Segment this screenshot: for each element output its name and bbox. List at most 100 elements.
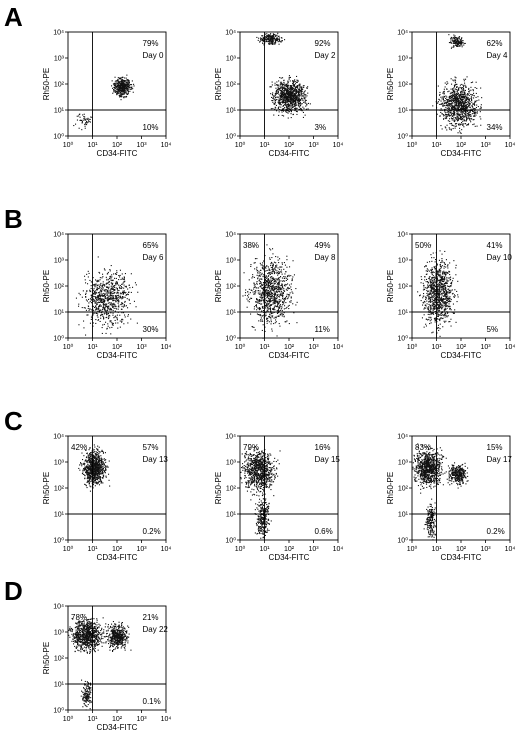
data-point — [111, 276, 112, 277]
data-point — [453, 117, 454, 118]
data-point — [110, 333, 111, 334]
data-point — [255, 258, 256, 259]
y-tick-label: 10⁴ — [53, 232, 64, 239]
data-point — [450, 319, 451, 320]
data-point — [120, 83, 121, 84]
data-point — [258, 40, 259, 41]
data-point — [97, 281, 98, 282]
data-point — [304, 91, 305, 92]
data-point — [260, 263, 261, 264]
data-point — [272, 290, 273, 291]
data-point — [101, 277, 102, 278]
data-point — [446, 277, 447, 278]
data-point — [248, 297, 249, 298]
data-point — [278, 278, 279, 279]
x-tick-label: 10² — [112, 142, 123, 149]
data-point — [269, 273, 270, 274]
data-point — [266, 287, 267, 288]
data-point — [471, 116, 472, 117]
data-point — [113, 317, 114, 318]
data-point — [260, 283, 261, 284]
data-point — [429, 277, 430, 278]
data-point — [91, 295, 92, 296]
data-point — [453, 113, 454, 114]
data-point — [137, 323, 138, 324]
data-point — [445, 83, 446, 84]
data-point — [95, 309, 96, 310]
x-tick-label: 10² — [112, 344, 123, 351]
data-point — [113, 298, 114, 299]
data-point — [114, 287, 115, 288]
data-point — [261, 282, 262, 283]
data-point — [118, 89, 119, 90]
data-point — [275, 297, 276, 298]
data-point — [475, 126, 476, 127]
data-point — [257, 299, 258, 300]
data-point — [260, 270, 261, 271]
data-point — [465, 109, 466, 110]
data-point — [117, 282, 118, 283]
panel-letter-c: C — [4, 408, 23, 434]
data-point — [281, 83, 282, 84]
data-point — [456, 41, 457, 42]
data-point — [124, 304, 125, 305]
data-point — [260, 315, 261, 316]
data-point — [456, 119, 457, 120]
data-point — [446, 129, 447, 130]
data-point — [440, 275, 441, 276]
data-point — [462, 101, 463, 102]
data-point — [270, 259, 271, 260]
data-point — [449, 129, 450, 130]
data-point — [258, 303, 259, 304]
data-point — [122, 83, 123, 84]
data-point — [292, 291, 293, 292]
data-point — [298, 104, 299, 105]
data-point — [115, 77, 116, 78]
data-point — [290, 106, 291, 107]
data-point — [104, 286, 105, 287]
data-point — [83, 321, 84, 322]
data-point — [269, 270, 270, 271]
data-point — [261, 315, 262, 316]
data-point — [456, 111, 457, 112]
data-point — [277, 310, 278, 311]
data-point — [280, 285, 281, 286]
data-point — [451, 48, 452, 49]
data-point — [435, 302, 436, 303]
data-point — [126, 295, 127, 296]
data-point — [108, 306, 109, 307]
data-point — [265, 280, 266, 281]
data-point — [450, 97, 451, 98]
data-point — [122, 82, 123, 83]
data-point — [97, 317, 98, 318]
data-point — [255, 301, 256, 302]
data-point — [445, 267, 446, 268]
data-point — [89, 308, 90, 309]
data-point — [255, 286, 256, 287]
data-point — [444, 274, 445, 275]
data-point — [452, 289, 453, 290]
data-point — [261, 300, 262, 301]
data-point — [249, 299, 250, 300]
data-point — [274, 303, 275, 304]
data-point — [122, 94, 123, 95]
data-point — [467, 104, 468, 105]
data-point — [458, 124, 459, 125]
data-point — [430, 280, 431, 281]
data-point — [115, 316, 116, 317]
data-point — [111, 327, 112, 328]
data-point — [115, 301, 116, 302]
data-point — [287, 85, 288, 86]
data-point — [432, 267, 433, 268]
data-point — [110, 277, 111, 278]
data-point — [281, 289, 282, 290]
data-point — [284, 85, 285, 86]
data-point — [98, 308, 99, 309]
data-point — [258, 314, 259, 315]
data-point — [267, 318, 268, 319]
data-point — [257, 281, 258, 282]
data-point — [428, 308, 429, 309]
data-point — [117, 288, 118, 289]
data-point — [445, 297, 446, 298]
data-point — [282, 293, 283, 294]
